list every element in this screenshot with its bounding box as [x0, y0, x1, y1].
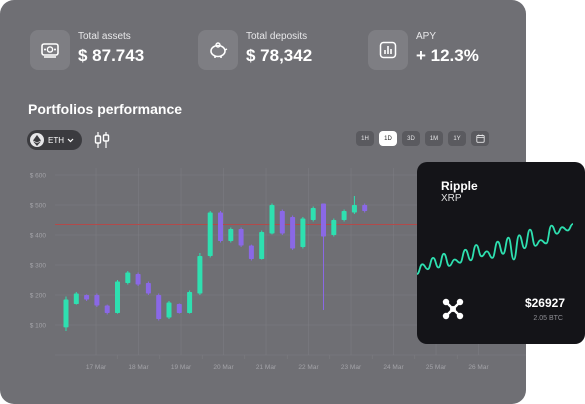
candle-body [351, 205, 357, 213]
x-tick-label: 26 Mar [468, 364, 489, 371]
coin-price: $26927 [524, 296, 565, 310]
candle-body [156, 295, 162, 319]
stat-label: APY [416, 31, 437, 42]
timeframe-1m[interactable]: 1M [425, 131, 443, 146]
candle-body [238, 229, 244, 246]
candle-body [73, 293, 79, 304]
candle-body [115, 281, 120, 313]
candle-body [135, 274, 141, 285]
y-tick-label: $ 200 [30, 293, 47, 300]
candle-body [207, 212, 213, 256]
candle-body [218, 212, 223, 241]
x-tick-label: 20 Mar [213, 364, 234, 371]
coin-ticker: XRP [441, 193, 462, 204]
cash-icon [30, 30, 70, 70]
ripple-logo-icon [442, 298, 464, 325]
stat-label: Total deposits [246, 31, 308, 42]
y-tick-label: $ 600 [30, 173, 47, 180]
x-tick-label: 19 Mar [171, 364, 192, 371]
timeframe-3d[interactable]: 3D [402, 131, 420, 146]
timeframe-1d[interactable]: 1D [379, 131, 397, 146]
candle-body [228, 229, 234, 241]
candlestick-chart: $ 600 $ 500 $ 400 $ 300 $ 200 $ 100 17 Mar 18 … [30, 168, 526, 371]
sparkline-chart [417, 223, 574, 275]
x-tick-label: 22 Mar [298, 364, 319, 371]
candle-body [197, 256, 203, 294]
chevron-down-icon [67, 138, 74, 143]
candle-body [84, 295, 90, 300]
coin-name: Ripple [441, 179, 478, 193]
candle-body [341, 211, 347, 220]
x-tick-label: 24 Mar [383, 364, 404, 371]
candle-body [310, 208, 316, 220]
candle-body [269, 205, 275, 234]
stat-total-assets: Total assets $ 87.743 [30, 28, 180, 72]
candle-body [290, 217, 296, 249]
candle-body [104, 305, 110, 313]
x-tick-label: 17 Mar [86, 364, 107, 371]
y-tick-label: $ 100 [30, 323, 47, 330]
x-tick-label: 21 Mar [256, 364, 277, 371]
pair-selector[interactable]: ETH [27, 130, 82, 150]
candle-body [300, 218, 306, 247]
y-tick-label: $ 500 [30, 203, 47, 210]
calendar-icon[interactable] [471, 131, 489, 146]
candle-body [125, 272, 131, 283]
stat-value: $ 87.743 [78, 46, 145, 65]
candle-body [248, 245, 254, 259]
x-tick-label: 18 Mar [128, 364, 149, 371]
stat-label: Total assets [78, 31, 131, 42]
candle-body [259, 232, 265, 259]
stat-total-deposits: Total deposits $ 78,342 [198, 28, 358, 72]
candle-body [331, 220, 337, 235]
y-tick-label: $ 400 [30, 233, 47, 240]
candle-body [362, 205, 368, 211]
bar-chart-icon [368, 30, 408, 70]
pair-label: ETH [48, 135, 64, 145]
timeframe-1y[interactable]: 1Y [448, 131, 466, 146]
x-tick-label: 25 Mar [426, 364, 447, 371]
stat-value: + 12.3% [416, 46, 479, 65]
piggy-bank-icon [198, 30, 238, 70]
candle-body [176, 304, 182, 313]
sparkline-path [417, 223, 574, 275]
timeframe-1h[interactable]: 1H [356, 131, 374, 146]
section-title: Portfolios performance [28, 101, 183, 117]
stat-apy: APY + 12.3% [368, 28, 498, 72]
candle-body [187, 292, 193, 313]
y-tick-label: $ 300 [30, 263, 47, 270]
coin-amount: 2.05 BTC [533, 315, 563, 322]
ethereum-icon [30, 133, 44, 147]
ripple-card[interactable]: Ripple XRP $26927 2.05 BTC [417, 162, 585, 344]
stat-value: $ 78,342 [246, 46, 313, 65]
candle-body [94, 295, 100, 306]
candle-body [166, 302, 172, 318]
x-tick-label: 23 Mar [341, 364, 362, 371]
candle-body [321, 203, 326, 237]
candle-body [279, 211, 285, 234]
candlestick-icon[interactable] [93, 130, 111, 150]
candle-body [63, 299, 69, 328]
candle-body [145, 283, 151, 294]
